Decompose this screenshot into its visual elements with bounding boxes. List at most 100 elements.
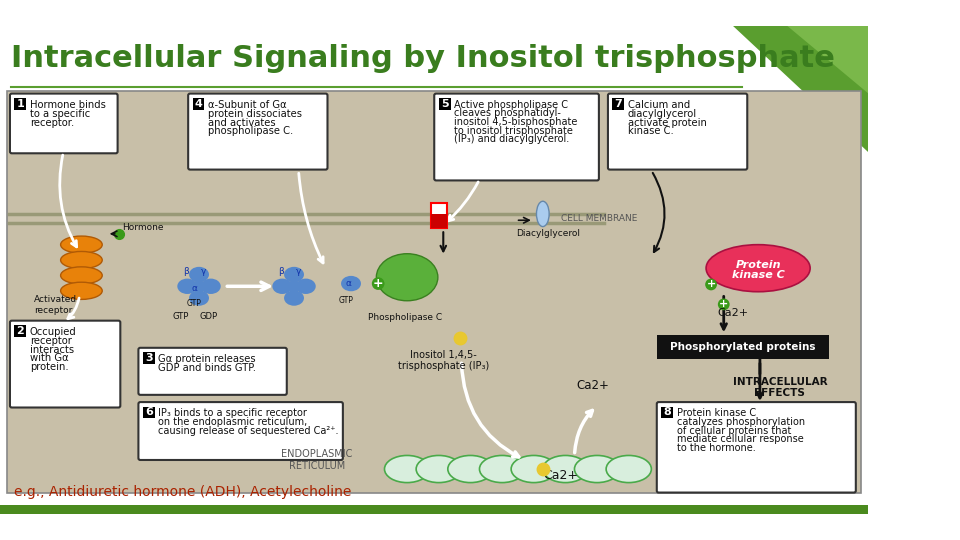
Ellipse shape	[341, 276, 361, 291]
Ellipse shape	[372, 277, 385, 290]
Text: Occupied: Occupied	[30, 327, 77, 337]
Text: +: +	[372, 277, 383, 290]
Text: α: α	[191, 284, 198, 293]
Ellipse shape	[706, 279, 717, 291]
Ellipse shape	[273, 279, 292, 294]
Ellipse shape	[60, 282, 102, 299]
Text: 5: 5	[441, 99, 448, 109]
Text: protein.: protein.	[30, 362, 68, 372]
Text: GTP: GTP	[339, 296, 354, 305]
Bar	[8, 91, 861, 494]
Text: GDP and binds GTP.: GDP and binds GTP.	[158, 363, 256, 373]
Ellipse shape	[288, 280, 300, 293]
Bar	[193, 98, 204, 110]
Text: Protein: Protein	[735, 260, 780, 271]
Text: Hormone binds: Hormone binds	[30, 100, 106, 110]
Text: γ: γ	[201, 267, 206, 276]
Ellipse shape	[479, 455, 525, 483]
Text: Active phospholipase C: Active phospholipase C	[454, 100, 568, 110]
Text: 6: 6	[145, 408, 153, 417]
Text: GDP: GDP	[199, 312, 217, 321]
Text: phospholipase C.: phospholipase C.	[208, 126, 294, 136]
Ellipse shape	[60, 236, 102, 253]
Bar	[14, 98, 26, 110]
Text: 8: 8	[663, 408, 671, 417]
Text: Diacylglycerol: Diacylglycerol	[516, 230, 580, 238]
Text: to the hormone.: to the hormone.	[677, 443, 756, 453]
Text: on the endoplasmic reticulum,: on the endoplasmic reticulum,	[158, 417, 307, 427]
Text: of cellular proteins that: of cellular proteins that	[677, 426, 791, 436]
Text: Hormone: Hormone	[122, 223, 163, 232]
Bar	[143, 352, 155, 364]
Bar	[143, 407, 155, 418]
Text: with Gα: with Gα	[30, 353, 68, 363]
Ellipse shape	[606, 455, 652, 483]
Text: (IP₃) and diacylglycerol.: (IP₃) and diacylglycerol.	[454, 134, 569, 144]
Text: Phospholipase C: Phospholipase C	[369, 313, 443, 322]
Bar	[431, 214, 447, 228]
FancyBboxPatch shape	[138, 402, 343, 460]
Ellipse shape	[542, 455, 588, 483]
Text: catalyzes phosphorylation: catalyzes phosphorylation	[677, 417, 804, 427]
Bar	[431, 203, 447, 228]
Bar	[439, 98, 450, 110]
Text: kinase C.: kinase C.	[628, 126, 674, 136]
Text: receptor: receptor	[30, 336, 72, 346]
Text: interacts: interacts	[30, 345, 74, 355]
Ellipse shape	[416, 455, 462, 483]
FancyBboxPatch shape	[608, 93, 747, 170]
Text: 2: 2	[16, 326, 24, 336]
Bar	[661, 407, 673, 418]
Ellipse shape	[178, 279, 197, 294]
Text: α-Subunit of Gα: α-Subunit of Gα	[208, 100, 287, 110]
Bar	[14, 325, 26, 337]
Ellipse shape	[574, 455, 620, 483]
FancyBboxPatch shape	[10, 93, 118, 153]
Ellipse shape	[189, 267, 209, 282]
Text: β: β	[183, 267, 189, 276]
Text: GTP: GTP	[173, 312, 189, 321]
Bar	[657, 335, 828, 359]
Text: causing release of sequestered Ca²⁺.: causing release of sequestered Ca²⁺.	[158, 426, 339, 436]
Ellipse shape	[193, 280, 205, 293]
Text: receptor.: receptor.	[30, 118, 74, 127]
Text: and activates: and activates	[208, 118, 276, 127]
Text: γ: γ	[296, 267, 301, 276]
Ellipse shape	[284, 267, 304, 282]
Ellipse shape	[718, 299, 730, 310]
Text: α: α	[346, 279, 351, 288]
Ellipse shape	[537, 201, 549, 227]
Ellipse shape	[201, 279, 221, 294]
FancyBboxPatch shape	[434, 93, 599, 180]
Ellipse shape	[284, 291, 304, 306]
Text: Phosphorylated proteins: Phosphorylated proteins	[670, 342, 815, 352]
Text: kinase C: kinase C	[732, 271, 784, 280]
Text: CELL MEMBRANE: CELL MEMBRANE	[561, 214, 637, 223]
Text: diacylglycerol: diacylglycerol	[628, 109, 697, 119]
Ellipse shape	[189, 291, 209, 306]
Ellipse shape	[385, 455, 430, 483]
Ellipse shape	[60, 252, 102, 268]
Text: to inositol trisphosphate: to inositol trisphosphate	[454, 126, 573, 136]
FancyBboxPatch shape	[10, 321, 120, 408]
Text: Calcium and: Calcium and	[628, 100, 690, 110]
Text: Ca2+: Ca2+	[717, 308, 749, 318]
Text: Ca2+: Ca2+	[543, 469, 578, 482]
Polygon shape	[787, 26, 869, 93]
Text: +: +	[719, 299, 729, 309]
Text: +: +	[707, 280, 716, 289]
Text: inositol 4,5-bisphosphate: inositol 4,5-bisphosphate	[454, 117, 578, 127]
Ellipse shape	[447, 455, 493, 483]
Text: β: β	[278, 267, 284, 276]
Text: to a specific: to a specific	[30, 109, 90, 119]
Text: 1: 1	[16, 99, 24, 109]
Text: cleaves phosphatidyl-: cleaves phosphatidyl-	[454, 109, 561, 118]
Text: Ca2+: Ca2+	[576, 379, 609, 392]
Text: GTP: GTP	[187, 299, 202, 308]
Text: 7: 7	[614, 99, 622, 109]
Bar	[0, 505, 869, 514]
Bar	[612, 98, 624, 110]
Text: Activated
receptor: Activated receptor	[35, 295, 78, 315]
Polygon shape	[732, 26, 869, 152]
Text: Protein kinase C: Protein kinase C	[677, 408, 756, 418]
